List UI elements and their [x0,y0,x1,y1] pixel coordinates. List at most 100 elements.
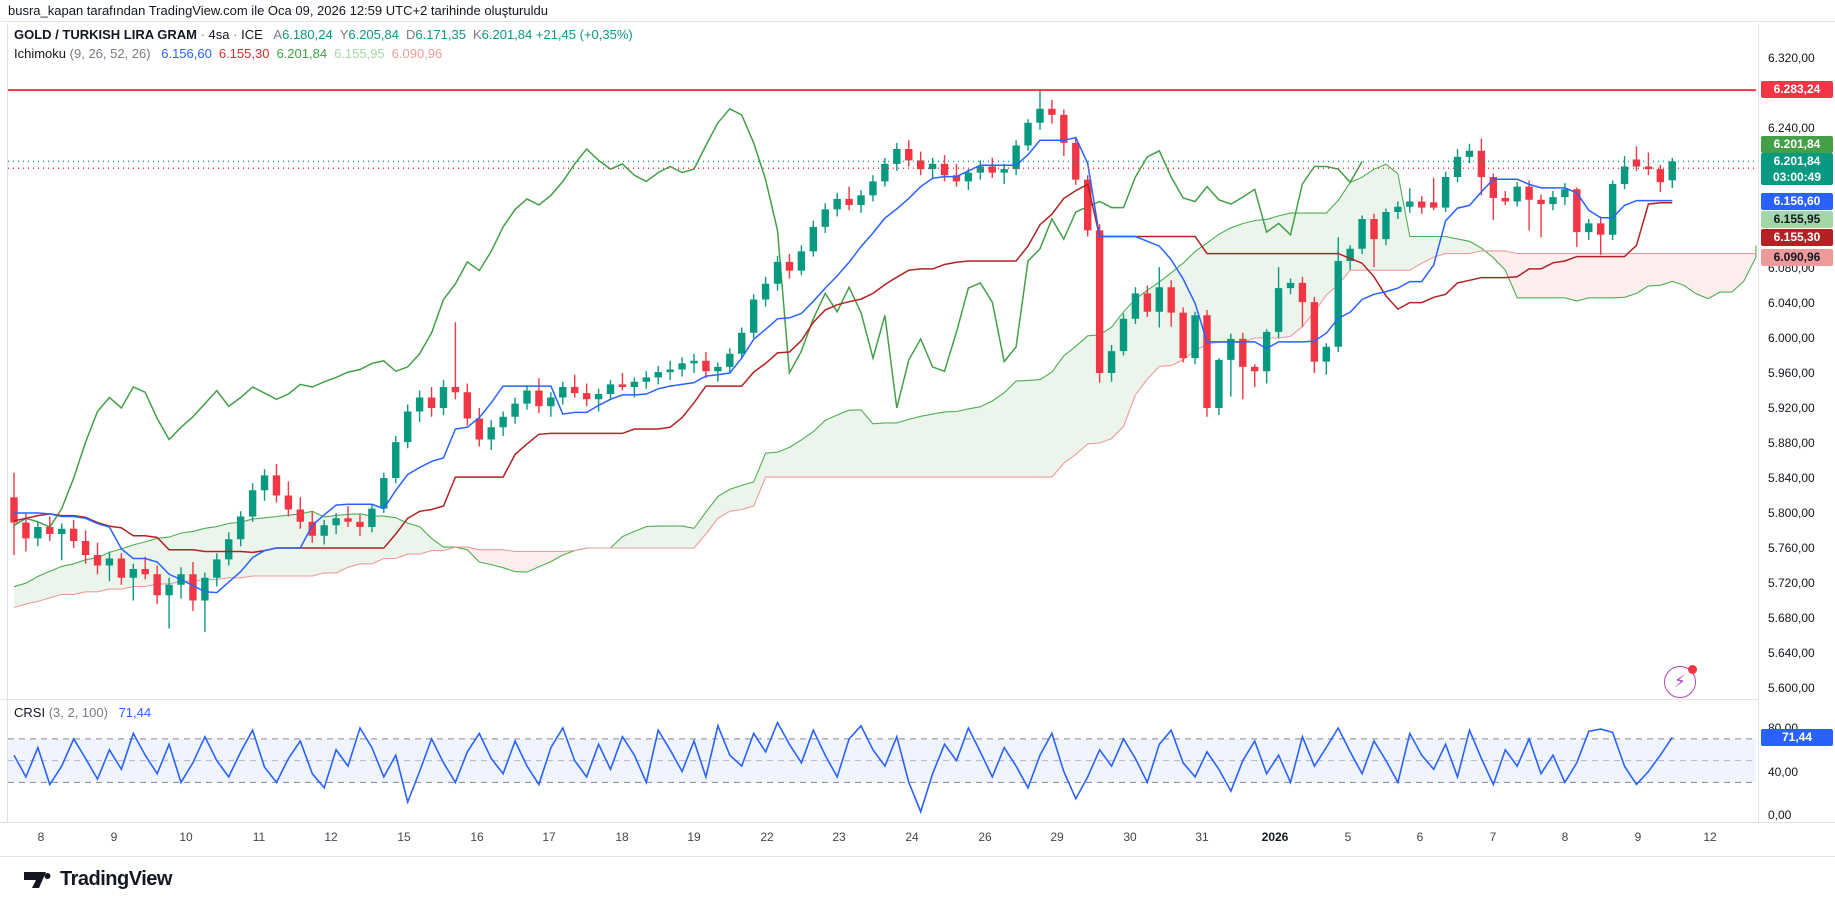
ichimoku-cloud-segment [192,528,205,582]
candle-body [738,332,746,354]
candle-body [141,569,149,575]
candle-body [1406,201,1414,207]
crsi-pane[interactable] [8,700,1758,822]
candle-body [284,495,293,510]
crsi-name[interactable]: CRSI [14,705,46,720]
tradingview-logo[interactable]: TradingView [24,867,172,891]
ichimoku-cloud-segment [1672,253,1685,286]
lightning-icon: ⚡ [1674,672,1686,691]
ichimoku-cloud-segment [1576,253,1589,301]
candle-body [248,490,257,517]
candles[interactable] [10,90,1676,632]
price-axis[interactable]: 6.320,00 6.240,00 6.080,00 6.040,00 6.000,00… [1758,23,1835,822]
crsi-legend: CRSI (3, 2, 100) 71,44 [14,705,152,720]
ichimoku-values: 6.156,60 6.155,30 6.201,84 6.155,95 6.090,96 [154,46,442,61]
candle-body [1060,114,1068,143]
ohlc-values: A6.180,24 Y6.205,84 D6.171,35 K6.201,84 [266,27,532,42]
candle-body [1501,198,1509,202]
ichimoku-cloud-segment [407,523,420,555]
candle-body [761,283,770,300]
price-tick: 6.040,00 [1768,296,1815,310]
ichimoku-cloud-segment [896,419,909,478]
ichimoku-cloud-segment [705,496,718,534]
ichimoku-cloud-segment [1720,253,1732,293]
candle-body [630,381,639,387]
candle-body [726,353,734,367]
candle-body [666,369,674,373]
attribution-bar: busra_kapan tarafından TradingView.com i… [0,0,1835,22]
candle-body [606,384,615,394]
candle-body [1668,161,1676,181]
ichimoku-cloud-segment [873,422,885,478]
ichimoku-cloud-segment [717,489,730,519]
time-tick: 22 [760,830,774,844]
candle-body [1632,159,1641,167]
candle-body [296,509,305,522]
candle-body [881,163,889,182]
main-price-pane[interactable] [8,24,1758,699]
ichimoku-cloud-segment [1469,241,1482,254]
ichimoku-cloud-segment [741,481,754,510]
candle-body [499,416,507,428]
alert-notification-dot [1688,665,1697,674]
candle-body [1131,293,1140,319]
ohlc-value: 6.205,84 [348,27,399,42]
chikou-price-badge: 6.201,84 [1761,136,1833,153]
ichimoku-cloud-segment [1541,253,1553,298]
time-tick: 15 [397,830,411,844]
footer: TradingView [0,857,1835,909]
time-axis[interactable]: 8 9 10 11 12 15 16 17 18 19 22 23 24 26 29 30 31 2026 5 6 7 8… [0,822,1835,857]
ichimoku-cloud-segment [37,571,50,602]
candle-body [1203,315,1211,408]
candle-body [785,261,794,271]
senkou-a-line [13,163,1757,588]
candle-body [58,528,66,534]
candle-body [117,558,126,578]
ichimoku-cloud-segment [729,485,742,512]
alert-lightning-button[interactable]: ⚡ [1664,665,1697,698]
ichimoku-cloud-segment [777,447,790,478]
ichimoku-cloud-segment [1529,253,1541,298]
ichimoku-cloud-segment [1636,253,1649,294]
ichimoku-cloud-segment [956,408,969,478]
ichimoku-cloud-segment [288,513,301,576]
candle-body [225,539,233,560]
candle-body [356,521,364,527]
symbol-legend: GOLD / TURKISH LIRA GRAM · 4sa · ICE A6.… [14,27,633,42]
ichimoku-cloud-segment [1493,250,1506,270]
candle-body [773,261,782,284]
time-tick: 8 [1561,830,1569,844]
candle-body [1429,202,1438,208]
candle-body [1620,166,1629,184]
ichimoku-cloud-segment [1612,253,1625,298]
ichimoku-cloud-segment [252,517,265,576]
ichimoku-cloud-segment [1016,380,1028,478]
candle-body [1346,248,1354,261]
ichimoku-cloud-segment [1254,219,1267,338]
candle-body [380,478,388,509]
ichimoku-cloud-segment [694,512,706,548]
time-tick: 10 [179,830,193,844]
candle-body [451,387,460,393]
ichimoku-cloud-segment [1290,213,1303,337]
ichimoku-cloud-segment [1648,253,1661,286]
ichimoku-cloud-segment [992,392,1005,478]
interval-label[interactable]: 4sa [208,27,230,42]
crsi-line [13,720,1673,815]
candle-body [976,166,985,173]
price-tick: 5.880,00 [1768,436,1815,450]
price-tick: 5.600,00 [1768,681,1815,695]
ichimoku-cloud-segment [1696,253,1709,299]
ichimoku-cloud-segment [479,549,492,565]
candle-body [81,541,90,555]
candle-body [153,574,161,596]
time-tick: 29 [1050,830,1064,844]
ichimoku-name[interactable]: Ichimoku [14,46,67,61]
crsi-tick: 0,00 [1768,808,1792,822]
pane-separator[interactable] [0,699,1835,700]
ichimoku-cloud-segment [49,566,62,598]
candle-body [1167,287,1175,313]
candle-body [463,392,472,419]
price-tick: 6.000,00 [1768,331,1815,345]
